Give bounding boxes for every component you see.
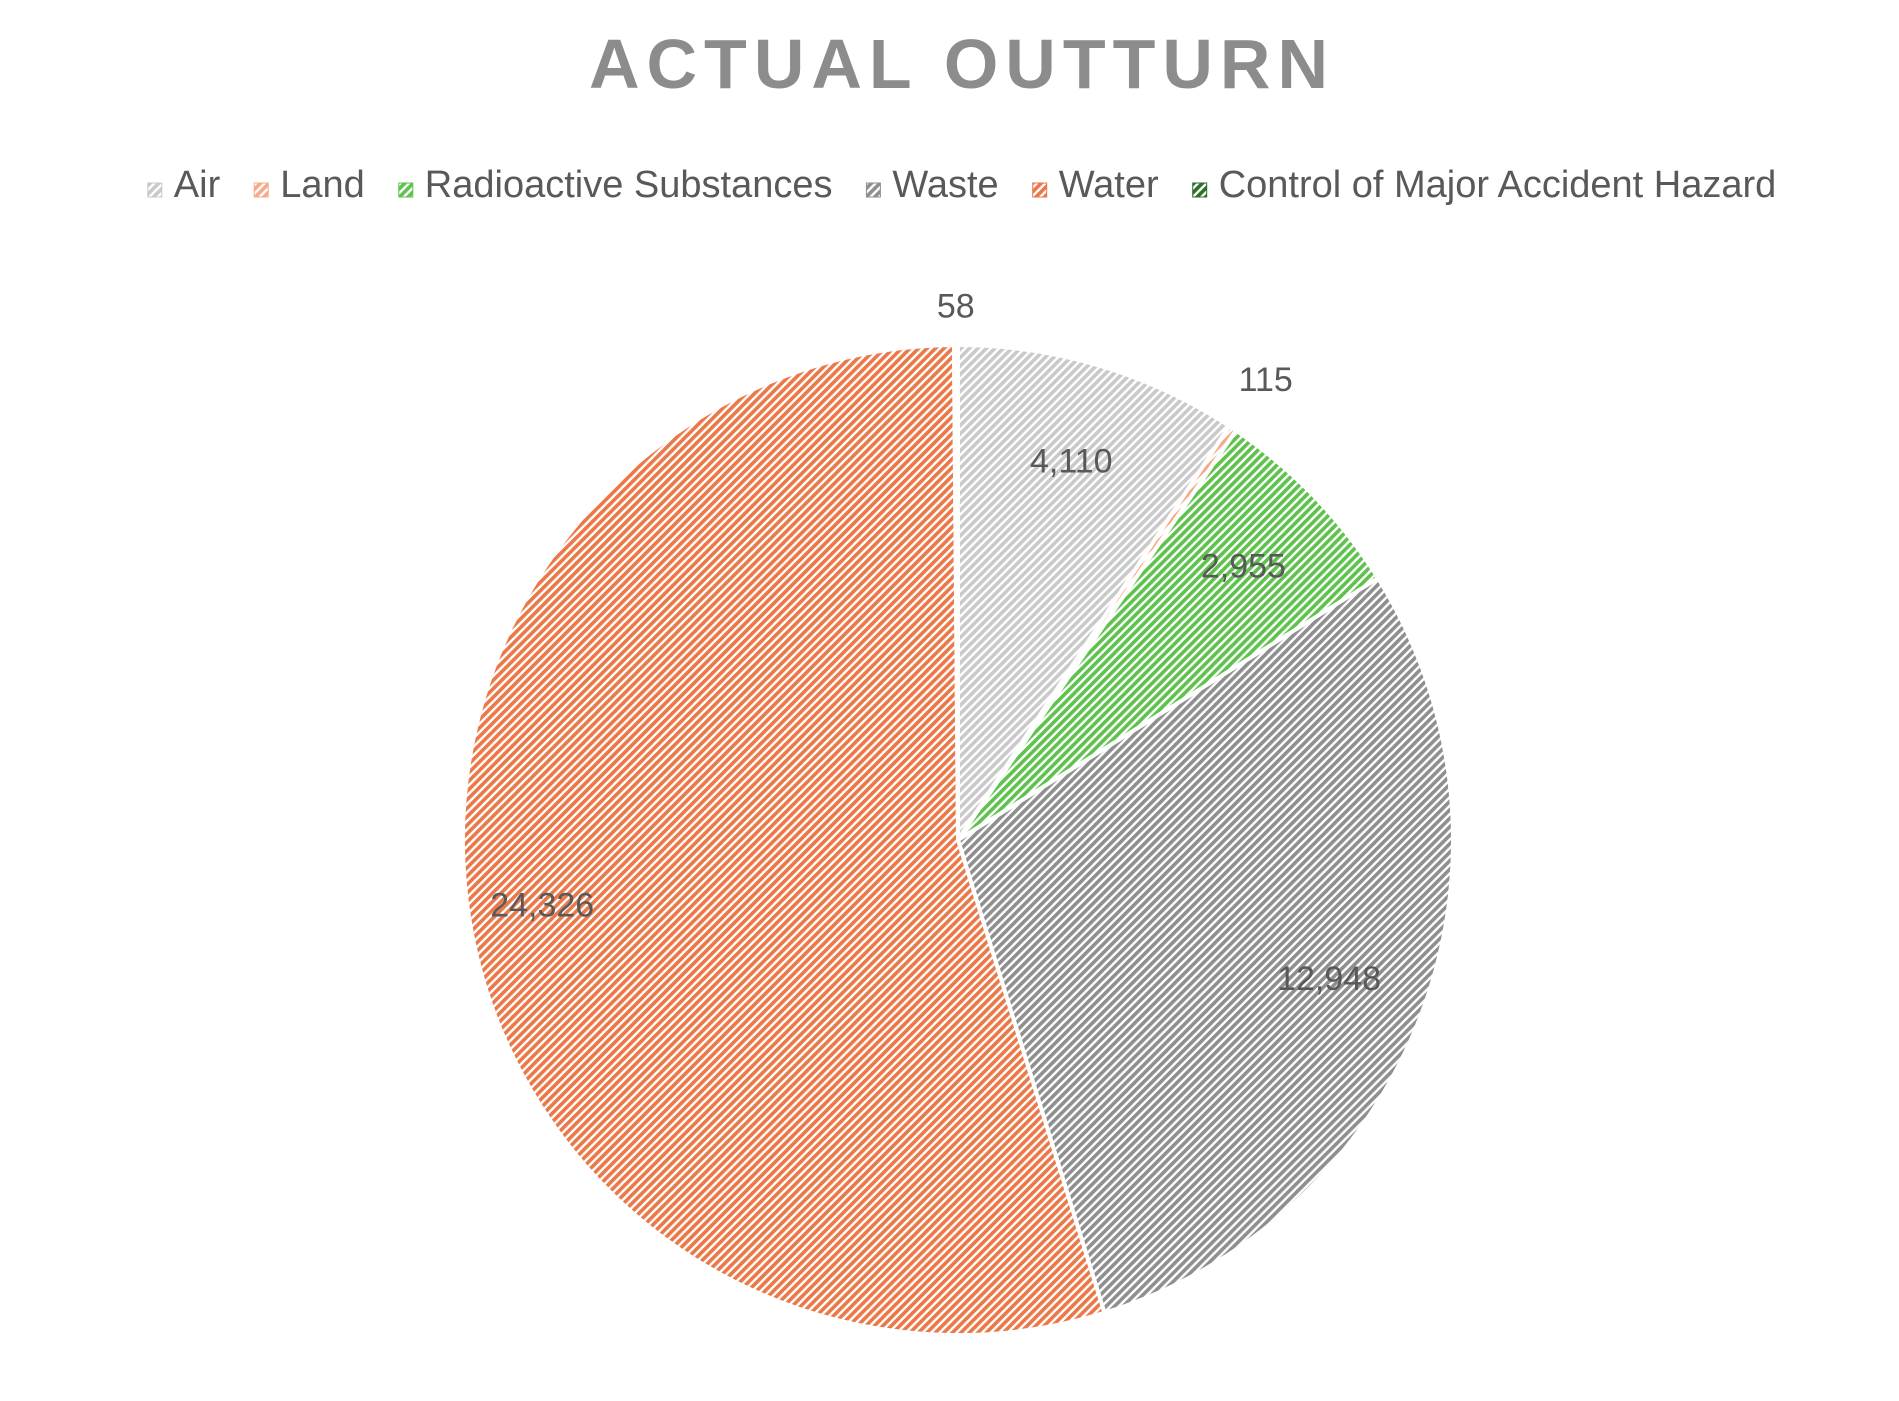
legend-label: Water [1059,164,1159,206]
data-label-control-of-major-accident-hazard: 58 [937,287,975,325]
legend-label: Air [174,164,221,206]
legend-label: Waste [892,164,998,206]
pie-slice-air [956,342,1233,847]
legend-swatch [253,182,269,198]
pie-slice-water [461,343,1107,1338]
legend-item-radioactive-substances: Radioactive Substances [398,164,833,206]
data-labels: 4,110 115 2,955 12,948 24,326 58 [490,287,1381,998]
legend-swatch [1192,182,1208,198]
legend-label: Control of Major Accident Hazard [1219,164,1777,206]
legend-swatch [865,182,881,198]
pie-slice-radioactive-substances [956,427,1381,842]
legend-item-land: Land [253,164,365,206]
legend-label: Land [280,164,365,206]
chart-title: ACTUAL OUTTURN [589,25,1335,103]
legend-swatch [398,182,414,198]
data-label-radioactive-substances: 2,955 [1201,548,1286,586]
legend-label: Radioactive Substances [425,164,833,206]
data-label-water: 24,326 [490,887,594,925]
legend-swatch [1032,182,1048,198]
pie-slice-control-of-major-accident-hazard [951,342,960,841]
legend-item-control-of-major-accident-hazard: Control of Major Accident Hazard [1192,164,1777,206]
legend-swatch [147,182,163,198]
data-label-air: 4,110 [1030,443,1113,481]
data-label-waste: 12,948 [1277,960,1381,998]
legend-item-waste: Waste [865,164,999,206]
pie-slice-waste [955,575,1455,1316]
legend-item-air: Air [147,164,221,206]
data-label-land: 115 [1239,361,1293,399]
legend: Air Land Radioactive Substances Waste Water C… [147,164,1777,206]
legend-item-water: Water [1032,164,1159,206]
pie-slices [461,342,1455,1338]
